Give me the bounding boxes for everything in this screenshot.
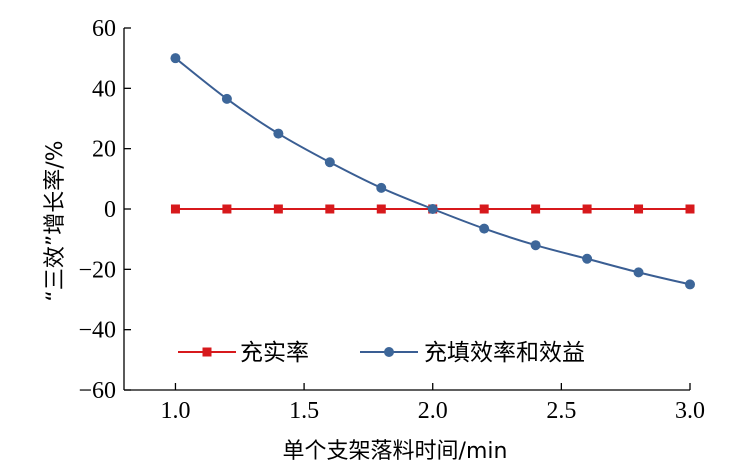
efficiency-point <box>427 204 438 214</box>
legend: 充实率 充填效率和效益 <box>178 340 585 366</box>
y-tick-label: −20 <box>78 257 116 283</box>
efficiency-point <box>324 157 335 168</box>
y-tick-label: −60 <box>78 378 116 404</box>
fill-rate-point <box>170 204 180 214</box>
legend-label: 充填效率和效益 <box>424 340 585 366</box>
y-tick-label: −40 <box>78 318 116 344</box>
fill-rate-point <box>325 204 335 214</box>
x-tick-label: 2.5 <box>546 398 576 424</box>
x-tick-label: 2.0 <box>418 398 448 424</box>
efficiency-point <box>221 93 232 104</box>
efficiency-point <box>273 128 284 139</box>
fill-rate-point <box>634 204 644 214</box>
fill-rate-point <box>273 204 283 214</box>
fill-rate-point <box>222 204 232 214</box>
x-tick-label: 3.0 <box>675 398 705 424</box>
efficiency-point <box>170 53 181 64</box>
efficiency-point <box>376 182 387 193</box>
y-tick-label: 20 <box>92 137 116 163</box>
y-ticks: 60 40 20 0 −20 −40 −60 <box>78 16 131 404</box>
y-tick-label: 60 <box>92 16 116 42</box>
x-ticks: 1.0 1.5 2.0 2.5 3.0 <box>160 383 705 424</box>
x-axis-title: 单个支架落料时间/min <box>283 439 508 464</box>
efficiency-point <box>582 253 593 264</box>
efficiency-point <box>685 279 695 290</box>
legend-marker-circle <box>384 347 394 357</box>
efficiency-point <box>633 267 644 278</box>
y-tick-label: 0 <box>104 197 116 223</box>
fill-rate-point <box>685 204 695 214</box>
fill-rate-point <box>531 204 541 214</box>
fill-rate-point <box>376 204 386 214</box>
legend-marker-square <box>202 347 212 357</box>
series-layer <box>170 53 695 290</box>
efficiency-point <box>479 223 490 234</box>
series-line-efficiency <box>174 57 691 286</box>
legend-label: 充实率 <box>240 340 309 366</box>
fill-rate-point <box>479 204 489 214</box>
y-axis-title: “三效”增长率/% <box>43 140 68 301</box>
x-tick-label: 1.0 <box>160 398 190 424</box>
efficiency-point <box>530 240 541 251</box>
x-tick-label: 1.5 <box>289 398 319 424</box>
y-tick-label: 40 <box>92 76 116 102</box>
fill-rate-point <box>582 204 592 214</box>
